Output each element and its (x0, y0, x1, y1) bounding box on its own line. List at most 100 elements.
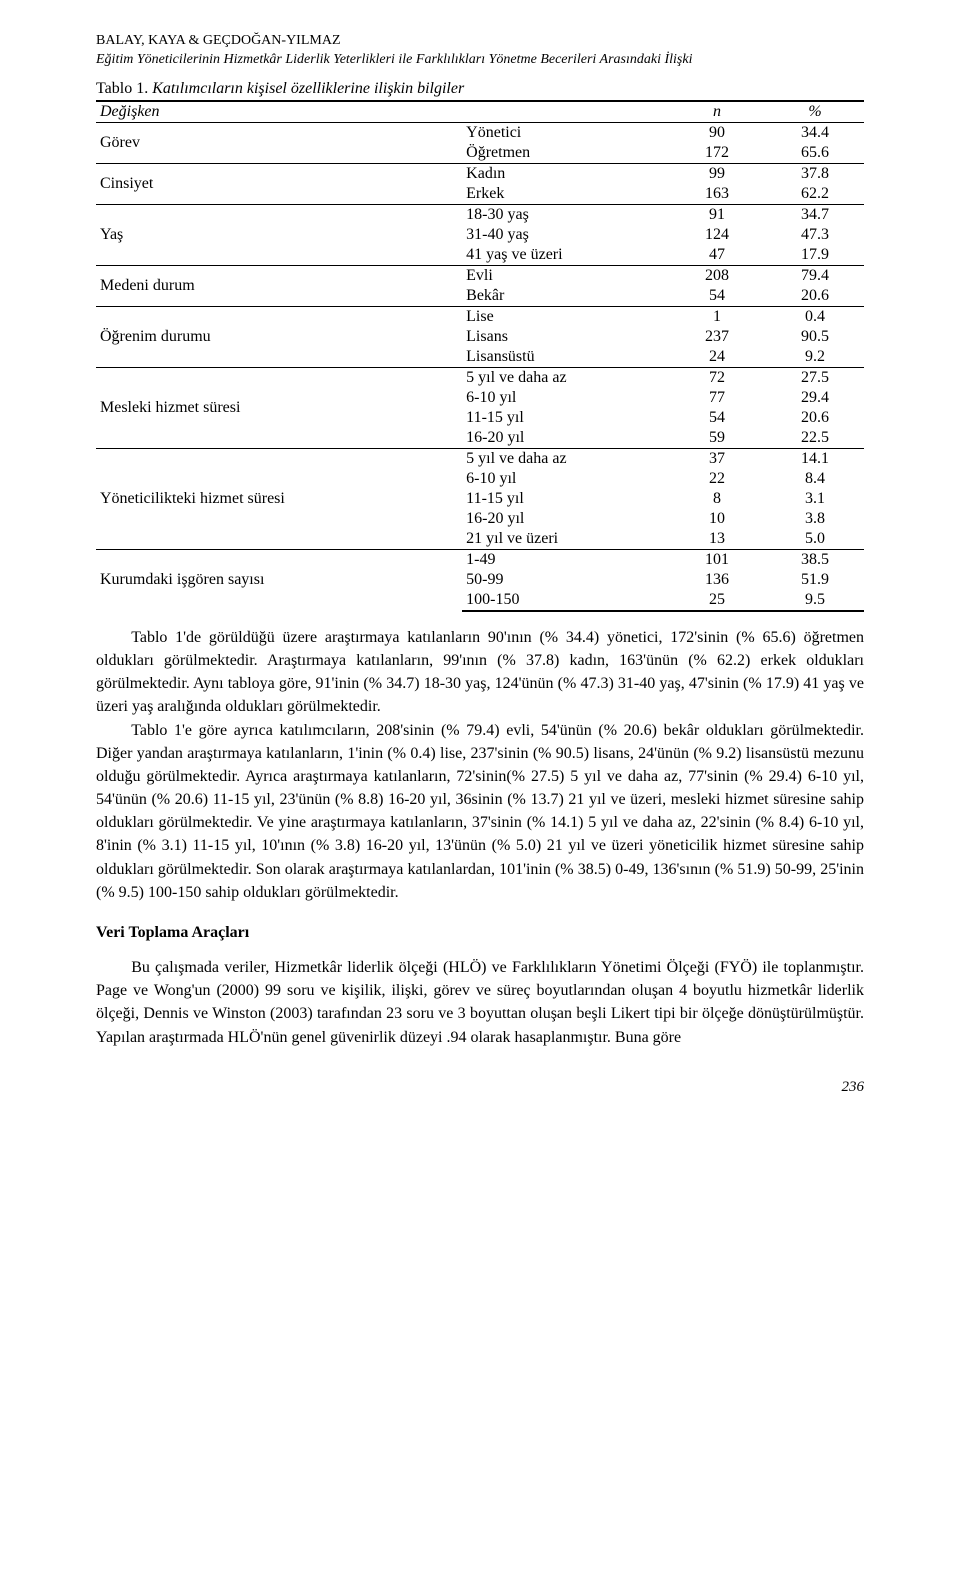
n-cell: 59 (668, 428, 766, 449)
paragraph: Tablo 1'de görüldüğü üzere araştırmaya k… (96, 626, 864, 719)
pct-cell: 3.1 (766, 489, 864, 509)
pct-cell: 79.4 (766, 265, 864, 286)
pct-cell: 0.4 (766, 306, 864, 327)
subcategory-cell: Evli (462, 265, 668, 286)
table-row: CinsiyetKadın9937.8 (96, 163, 864, 184)
table-row: Yöneticilikteki hizmet süresi5 yıl ve da… (96, 448, 864, 469)
col-variable: Değişken (96, 101, 668, 123)
table-caption: Tablo 1. Katılımcıların kişisel özellikl… (96, 80, 864, 98)
table-row: Medeni durumEvli20879.4 (96, 265, 864, 286)
n-cell: 208 (668, 265, 766, 286)
category-cell: Görev (96, 122, 462, 163)
pct-cell: 14.1 (766, 448, 864, 469)
pct-cell: 9.5 (766, 590, 864, 611)
subcategory-cell: 1-49 (462, 549, 668, 570)
pct-cell: 34.4 (766, 122, 864, 143)
subcategory-cell: 11-15 yıl (462, 408, 668, 428)
table-row: Öğrenim durumuLise10.4 (96, 306, 864, 327)
subcategory-cell: Kadın (462, 163, 668, 184)
n-cell: 54 (668, 408, 766, 428)
n-cell: 163 (668, 184, 766, 205)
subcategory-cell: 50-99 (462, 570, 668, 590)
subcategory-cell: 5 yıl ve daha az (462, 367, 668, 388)
category-cell: Yaş (96, 204, 462, 265)
category-cell: Mesleki hizmet süresi (96, 367, 462, 448)
pct-cell: 17.9 (766, 245, 864, 266)
subcategory-cell: 11-15 yıl (462, 489, 668, 509)
subcategory-cell: 6-10 yıl (462, 388, 668, 408)
n-cell: 136 (668, 570, 766, 590)
pct-cell: 38.5 (766, 549, 864, 570)
running-authors: BALAY, KAYA & GEÇDOĞAN-YILMAZ (96, 32, 864, 51)
pct-cell: 37.8 (766, 163, 864, 184)
n-cell: 172 (668, 143, 766, 164)
pct-cell: 34.7 (766, 204, 864, 225)
table-caption-desc: Katılımcıların kişisel özelliklerine ili… (152, 80, 464, 97)
table-caption-prefix: Tablo 1. (96, 80, 148, 97)
n-cell: 10 (668, 509, 766, 529)
table-header-row: Değişken n % (96, 101, 864, 123)
category-cell: Kurumdaki işgören sayısı (96, 549, 462, 611)
subcategory-cell: 100-150 (462, 590, 668, 611)
n-cell: 77 (668, 388, 766, 408)
subcategory-cell: Yönetici (462, 122, 668, 143)
pct-cell: 51.9 (766, 570, 864, 590)
n-cell: 124 (668, 225, 766, 245)
body-text: Bu çalışmada veriler, Hizmetkâr liderlik… (96, 956, 864, 1049)
table-row: GörevYönetici9034.4 (96, 122, 864, 143)
col-n: n (668, 101, 766, 123)
page-number: 236 (96, 1079, 864, 1096)
pct-cell: 20.6 (766, 286, 864, 307)
subcategory-cell: Lisans (462, 327, 668, 347)
pct-cell: 47.3 (766, 225, 864, 245)
n-cell: 37 (668, 448, 766, 469)
pct-cell: 20.6 (766, 408, 864, 428)
subcategory-cell: Erkek (462, 184, 668, 205)
subcategory-cell: Öğretmen (462, 143, 668, 164)
subcategory-cell: 41 yaş ve üzeri (462, 245, 668, 266)
category-cell: Öğrenim durumu (96, 306, 462, 367)
n-cell: 24 (668, 347, 766, 368)
pct-cell: 3.8 (766, 509, 864, 529)
category-cell: Medeni durum (96, 265, 462, 306)
pct-cell: 8.4 (766, 469, 864, 489)
n-cell: 8 (668, 489, 766, 509)
page: BALAY, KAYA & GEÇDOĞAN-YILMAZ Eğitim Yön… (0, 0, 960, 1136)
pct-cell: 9.2 (766, 347, 864, 368)
subcategory-cell: 6-10 yıl (462, 469, 668, 489)
running-title: Eğitim Yöneticilerinin Hizmetkâr Liderli… (96, 51, 864, 70)
pct-cell: 22.5 (766, 428, 864, 449)
category-cell: Cinsiyet (96, 163, 462, 204)
subcategory-cell: 21 yıl ve üzeri (462, 529, 668, 550)
participants-table: Değişken n % GörevYönetici9034.4Öğretmen… (96, 100, 864, 612)
n-cell: 90 (668, 122, 766, 143)
subcategory-cell: Bekâr (462, 286, 668, 307)
subcategory-cell: 16-20 yıl (462, 428, 668, 449)
section-title: Veri Toplama Araçları (96, 924, 864, 942)
pct-cell: 27.5 (766, 367, 864, 388)
pct-cell: 62.2 (766, 184, 864, 205)
col-percent: % (766, 101, 864, 123)
paragraph: Bu çalışmada veriler, Hizmetkâr liderlik… (96, 956, 864, 1049)
n-cell: 91 (668, 204, 766, 225)
subcategory-cell: 18-30 yaş (462, 204, 668, 225)
n-cell: 13 (668, 529, 766, 550)
n-cell: 72 (668, 367, 766, 388)
pct-cell: 29.4 (766, 388, 864, 408)
subcategory-cell: 16-20 yıl (462, 509, 668, 529)
subcategory-cell: 5 yıl ve daha az (462, 448, 668, 469)
pct-cell: 90.5 (766, 327, 864, 347)
n-cell: 99 (668, 163, 766, 184)
running-head: BALAY, KAYA & GEÇDOĞAN-YILMAZ Eğitim Yön… (96, 32, 864, 70)
n-cell: 237 (668, 327, 766, 347)
table-row: Mesleki hizmet süresi5 yıl ve daha az722… (96, 367, 864, 388)
n-cell: 54 (668, 286, 766, 307)
n-cell: 47 (668, 245, 766, 266)
paragraph: Tablo 1'e göre ayrıca katılımcıların, 20… (96, 719, 864, 905)
n-cell: 22 (668, 469, 766, 489)
n-cell: 1 (668, 306, 766, 327)
table-row: Yaş18-30 yaş9134.7 (96, 204, 864, 225)
n-cell: 25 (668, 590, 766, 611)
body-text: Tablo 1'de görüldüğü üzere araştırmaya k… (96, 626, 864, 904)
pct-cell: 65.6 (766, 143, 864, 164)
